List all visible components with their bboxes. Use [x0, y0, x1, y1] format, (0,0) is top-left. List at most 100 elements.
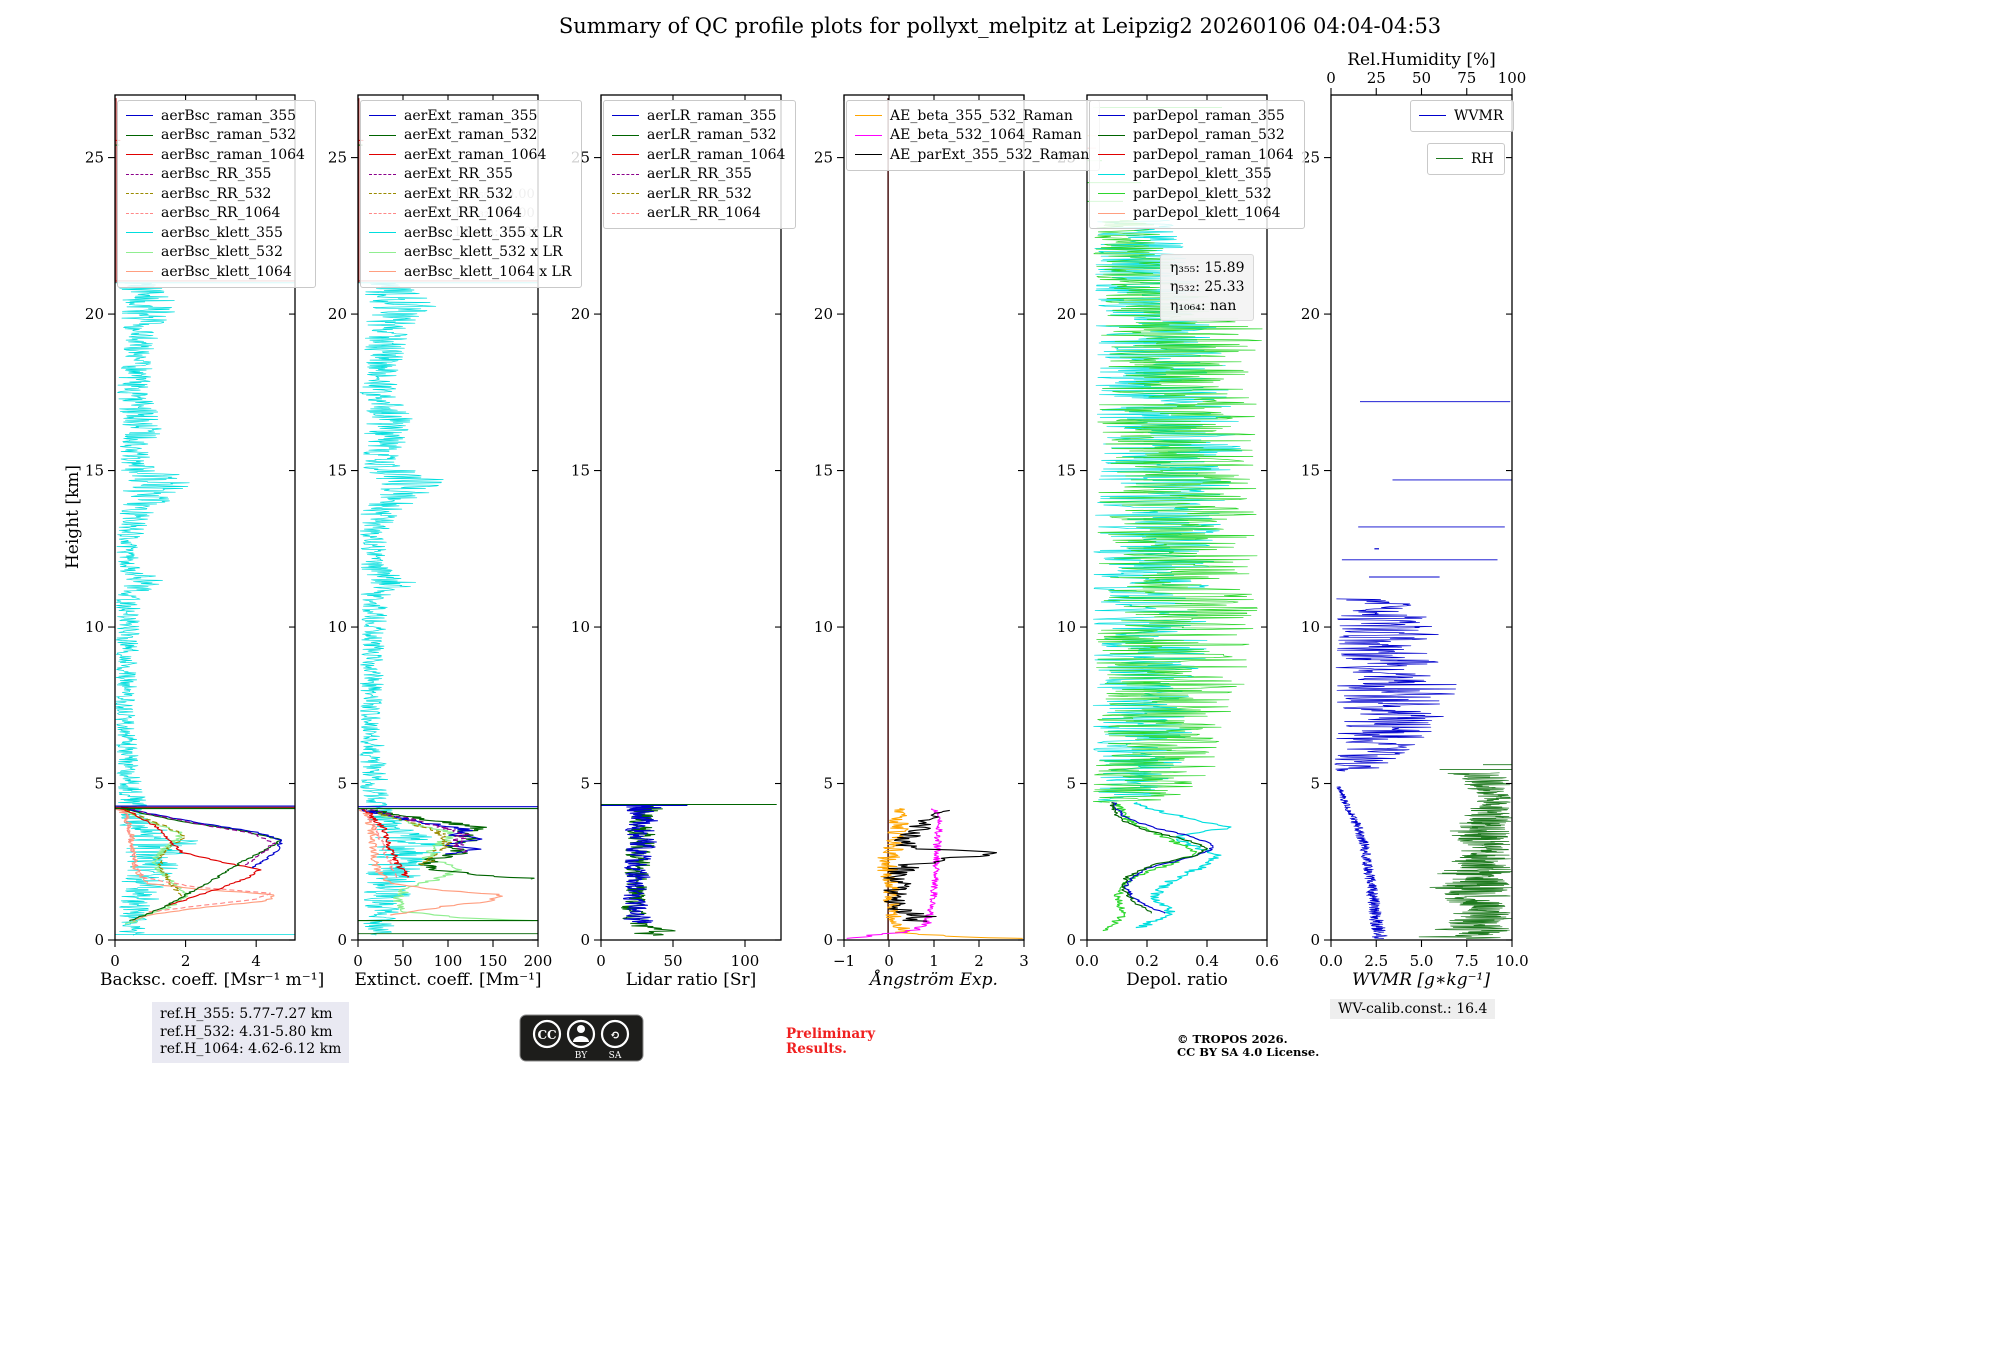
svg-text:25: 25	[328, 149, 347, 167]
sa-label: SA	[609, 1051, 622, 1061]
legend-item-aerbsc-klett-355-x-lr: aerBsc_klett_355 x LR	[369, 223, 571, 243]
legend-line-sample	[612, 115, 639, 117]
svg-text:20: 20	[1057, 305, 1076, 323]
reference-height-annotation: ref.H_355: 5.77-7.27 km ref.H_532: 4.31-…	[152, 1002, 350, 1063]
svg-text:15: 15	[328, 462, 347, 480]
svg-text:5: 5	[337, 775, 347, 793]
svg-text:10: 10	[1057, 618, 1076, 636]
x-axis-label-extinction: Extinct. coeff. [Mm⁻¹]	[354, 970, 542, 990]
cc-icon	[532, 1019, 562, 1049]
cc-license-badge: CC ⟲ BY SA	[519, 1014, 644, 1066]
top-axis-label-humidity: Rel.Humidity [%]	[1347, 50, 1496, 70]
copyright-line2: CC BY SA 4.0 License.	[1177, 1045, 1320, 1059]
legend-label: aerLR_raman_532	[647, 127, 777, 144]
legend-line-sample	[126, 173, 153, 175]
svg-text:15: 15	[85, 462, 104, 480]
legend-item-aerbsc-rr-355: aerBsc_RR_355	[126, 165, 305, 185]
copyright-line1: © TROPOS 2026.	[1177, 1032, 1288, 1046]
legend-rh: RH	[1427, 143, 1505, 175]
legend-item-wvmr: WVMR	[1419, 106, 1503, 126]
legend-label: RH	[1471, 150, 1494, 167]
svg-text:0: 0	[110, 952, 120, 970]
legend-line-sample	[1098, 212, 1125, 214]
legend-label: aerBsc_klett_355	[161, 224, 283, 241]
legend-line-sample	[369, 232, 396, 234]
svg-text:0: 0	[1310, 931, 1320, 949]
legend-item-aerbsc-klett-532-x-lr: aerBsc_klett_532 x LR	[369, 243, 571, 263]
legend-line-sample	[369, 154, 396, 156]
legend-item-pardepol-raman-1064: parDepol_raman_1064	[1098, 145, 1294, 165]
legend-label: aerBsc_klett_1064	[161, 263, 292, 280]
legend-line-sample	[1436, 158, 1463, 160]
legend-label: aerBsc_raman_532	[161, 127, 297, 144]
svg-text:10: 10	[571, 618, 590, 636]
svg-text:0: 0	[94, 931, 104, 949]
legend-label: parDepol_klett_355	[1133, 166, 1272, 183]
svg-text:20: 20	[571, 305, 590, 323]
legend-line-sample	[126, 251, 153, 253]
x-axis-label-lidar-ratio: Lidar ratio [Sr]	[625, 970, 757, 990]
by-person-icon	[566, 1019, 596, 1049]
eta-532-value: η₅₃₂: 25.33	[1170, 279, 1245, 295]
legend-wvmr: WVMR	[1410, 100, 1515, 132]
legend-label: parDepol_raman_355	[1133, 107, 1285, 124]
legend-line-sample	[369, 271, 396, 273]
svg-text:100: 100	[434, 952, 463, 970]
svg-text:25: 25	[85, 149, 104, 167]
legend-item-pardepol-klett-1064: parDepol_klett_1064	[1098, 204, 1294, 224]
svg-text:5: 5	[823, 775, 833, 793]
legend-label: aerExt_raman_355	[404, 107, 538, 124]
legend-line-sample	[126, 154, 153, 156]
eta-1064-value: η₁₀₆₄: nan	[1170, 298, 1237, 314]
legend-label: aerLR_raman_1064	[647, 146, 786, 163]
legend-item-aerext-rr-532: aerExt_RR_532	[369, 184, 571, 204]
svg-text:0: 0	[596, 952, 606, 970]
legend-line-sample	[612, 212, 639, 214]
legend-label: aerBsc_klett_532	[161, 244, 283, 261]
svg-text:2: 2	[974, 952, 984, 970]
eta-annotation: η₃₅₅: 15.89 η₅₃₂: 25.33 η₁₀₆₄: nan	[1160, 254, 1255, 321]
legend-label: parDepol_klett_532	[1133, 185, 1272, 202]
legend-item-ae-beta-532-1064-raman: AE_beta_532_1064_Raman	[855, 126, 1089, 146]
legend-line-sample	[369, 173, 396, 175]
legend-label: parDepol_raman_532	[1133, 127, 1285, 144]
y-axis-label: Height [km]	[63, 464, 83, 570]
legend-line-sample	[1098, 134, 1125, 136]
legend-line-sample	[126, 193, 153, 195]
legend-backscatter: aerBsc_raman_355 aerBsc_raman_532 aerBsc_r…	[117, 100, 316, 288]
svg-text:0.0: 0.0	[1319, 952, 1343, 970]
legend-label: aerBsc_RR_355	[161, 166, 272, 183]
svg-text:0: 0	[580, 931, 590, 949]
svg-text:25: 25	[1301, 149, 1320, 167]
legend-item-aerbsc-klett-532: aerBsc_klett_532	[126, 243, 305, 263]
legend-line-sample	[126, 212, 153, 214]
svg-text:2.5: 2.5	[1364, 952, 1388, 970]
legend-label: aerExt_RR_532	[404, 185, 513, 202]
svg-text:25: 25	[1367, 69, 1386, 87]
legend-line-sample	[1098, 154, 1125, 156]
svg-text:15: 15	[1301, 462, 1320, 480]
svg-text:0: 0	[337, 931, 347, 949]
legend-lidar-ratio: aerLR_raman_355 aerLR_raman_532 aerLR_rama…	[603, 100, 797, 229]
svg-text:3: 3	[1019, 952, 1029, 970]
legend-label: parDepol_klett_1064	[1133, 205, 1281, 222]
legend-item-aerlr-rr-532: aerLR_RR_532	[612, 184, 785, 204]
svg-text:75: 75	[1457, 69, 1476, 87]
legend-item-aerlr-raman-355: aerLR_raman_355	[612, 106, 785, 126]
legend-item-pardepol-klett-355: parDepol_klett_355	[1098, 165, 1294, 185]
svg-text:200: 200	[524, 952, 553, 970]
legend-label: AE_parExt_355_532_Raman	[890, 146, 1090, 163]
legend-item-aerbsc-klett-355: aerBsc_klett_355	[126, 223, 305, 243]
ref-h-532: ref.H_532: 4.31-5.80 km	[160, 1023, 333, 1040]
svg-text:5: 5	[94, 775, 104, 793]
legend-label: aerLR_raman_355	[647, 107, 777, 124]
legend-item-aerext-raman-355: aerExt_raman_355	[369, 106, 571, 126]
svg-text:100: 100	[731, 952, 760, 970]
legend-item-aerbsc-klett-1064: aerBsc_klett_1064	[126, 262, 305, 282]
legend-line-sample	[369, 134, 396, 136]
legend-item-aerext-rr-355: aerExt_RR_355	[369, 165, 571, 185]
legend-label: WVMR	[1454, 107, 1504, 124]
svg-text:0.2: 0.2	[1135, 952, 1159, 970]
preliminary-line2: Results.	[786, 1041, 847, 1057]
